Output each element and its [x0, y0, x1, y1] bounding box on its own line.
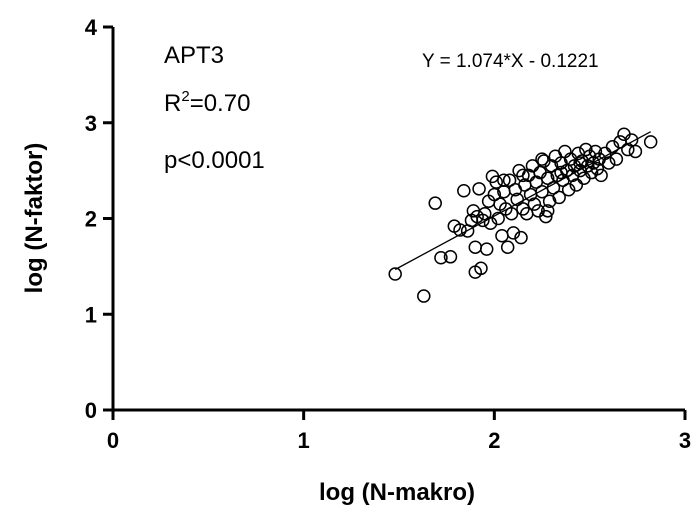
data-point: [540, 204, 555, 218]
data-point: [428, 196, 442, 210]
data-points: [388, 127, 658, 303]
data-point: [594, 168, 608, 183]
gene-label: APT3: [164, 42, 224, 69]
data-point: [516, 202, 530, 216]
data-point: [628, 144, 643, 159]
data-point: [468, 240, 483, 254]
data-point: [388, 267, 402, 281]
data-point: [539, 209, 553, 224]
data-point: [573, 156, 587, 170]
data-point: [525, 159, 540, 173]
data-point: [491, 211, 505, 226]
data-point: [569, 178, 584, 192]
data-point: [495, 228, 509, 243]
data-point: [497, 173, 511, 187]
data-point: [514, 230, 528, 245]
axes: [111, 27, 685, 412]
data-point: [479, 242, 494, 256]
data-point: [609, 152, 624, 166]
p-value-label: p<0.0001: [164, 147, 265, 174]
x-tick-label: 0: [107, 428, 119, 453]
r-squared-superscript: 2: [181, 88, 189, 105]
data-point: [474, 261, 488, 276]
x-ticks: 0 1 2 3: [107, 410, 691, 453]
data-point: [476, 213, 490, 228]
data-point: [434, 251, 448, 265]
y-tick-label: 2: [85, 207, 97, 232]
y-axis-title: log (N-faktor): [21, 143, 48, 294]
x-tick-label: 1: [298, 428, 310, 453]
data-point: [506, 226, 521, 240]
data-point: [552, 190, 566, 205]
data-point: [643, 135, 658, 149]
y-tick-label: 3: [85, 111, 97, 136]
data-point: [489, 175, 503, 189]
r-squared-base: R: [164, 90, 181, 117]
data-point: [443, 250, 458, 264]
regression-equation: Y = 1.074*X - 0.1221: [422, 51, 599, 72]
data-point: [542, 194, 557, 209]
data-point: [527, 197, 542, 211]
x-tick-label: 3: [679, 428, 691, 453]
data-point: [579, 142, 593, 157]
regression-line: [394, 131, 651, 271]
data-point: [554, 165, 568, 180]
y-tick-label: 1: [85, 302, 97, 327]
data-point: [561, 183, 576, 197]
data-point: [483, 216, 498, 231]
data-point: [535, 152, 549, 166]
data-point: [588, 144, 603, 159]
r-squared-label: R2=0.70: [164, 88, 250, 117]
y-tick-label: 4: [85, 15, 98, 40]
data-point: [457, 183, 471, 198]
y-ticks: 0 1 2 3 4: [85, 15, 113, 423]
data-point: [601, 156, 616, 170]
data-point: [504, 206, 519, 221]
y-tick-label: 0: [85, 398, 97, 423]
r-squared-value: =0.70: [190, 90, 251, 117]
data-point: [417, 289, 431, 303]
data-point: [453, 223, 467, 237]
data-point: [516, 168, 530, 183]
x-axis-title: log (N-makro): [319, 479, 475, 506]
x-tick-label: 2: [488, 428, 500, 453]
data-point: [537, 154, 551, 168]
data-point: [472, 182, 486, 196]
data-point: [590, 161, 605, 176]
data-point: [500, 240, 515, 254]
